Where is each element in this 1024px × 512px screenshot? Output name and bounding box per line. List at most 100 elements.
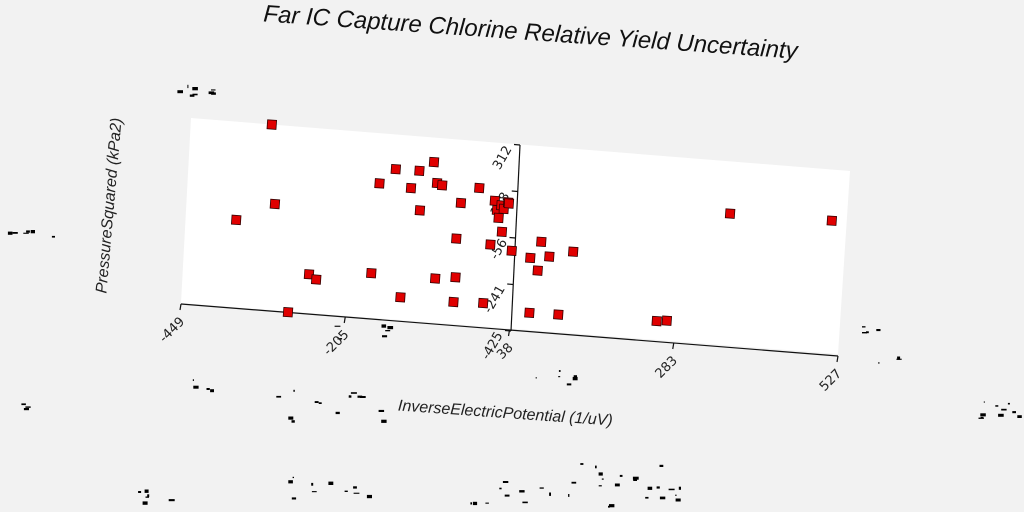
data-point-5 (310, 274, 322, 285)
x-tick-mark-0 (179, 303, 182, 311)
data-point-9 (395, 292, 406, 303)
noise-speck (614, 483, 620, 487)
noise-speck (472, 501, 478, 506)
noise-speck (51, 235, 55, 238)
noise-speck (1012, 411, 1016, 414)
noise-speck (192, 379, 194, 381)
noise-speck (350, 392, 357, 394)
data-point-21 (474, 182, 485, 194)
noise-speck (522, 501, 528, 504)
data-point-20 (455, 197, 467, 209)
x-tick-label-1: -205 (321, 327, 352, 358)
data-point-40 (651, 315, 662, 327)
noise-speck (334, 325, 341, 327)
noise-speck (675, 498, 681, 502)
data-point-6 (366, 267, 377, 279)
noise-speck (499, 487, 502, 490)
data-point-34 (524, 307, 535, 319)
noise-speck (288, 416, 294, 420)
noise-speck (206, 388, 210, 390)
noise-speck (609, 504, 615, 508)
noise-speck (568, 494, 570, 497)
noise-speck (387, 326, 394, 330)
data-point-41 (661, 315, 673, 326)
noise-speck (208, 91, 215, 95)
x-tick-mark-1 (343, 316, 346, 324)
noise-speck (566, 383, 572, 386)
data-point-43 (826, 215, 838, 226)
noise-speck (144, 489, 149, 493)
noise-speck (357, 395, 363, 398)
noise-speck (595, 465, 597, 469)
noise-speck (659, 464, 664, 467)
noise-speck (23, 232, 29, 234)
noise-speck (7, 231, 13, 235)
x-tick-mark-3 (672, 342, 675, 350)
noise-speck (192, 93, 198, 96)
data-point-31 (503, 198, 515, 209)
noise-speck (470, 502, 472, 505)
data-point-8 (390, 163, 402, 175)
noise-speck (288, 480, 293, 484)
noise-speck (878, 362, 880, 364)
noise-speck (862, 326, 866, 328)
noise-speck (382, 335, 388, 338)
noise-speck (1017, 415, 1022, 418)
noise-speck (580, 463, 584, 465)
noise-speck (598, 485, 602, 487)
noise-speck (897, 356, 901, 360)
noise-speck (535, 377, 537, 379)
noise-speck (192, 87, 198, 91)
noise-speck (980, 413, 986, 417)
data-point-28 (496, 226, 508, 238)
noise-speck (675, 494, 677, 496)
noise-speck (668, 488, 675, 491)
noise-speck (318, 402, 322, 404)
y-tick-mark-3 (511, 190, 518, 193)
y-tick-mark-1 (507, 283, 514, 286)
y-tick-mark-2 (509, 236, 516, 239)
noise-speck (147, 494, 150, 497)
data-point-38 (553, 309, 564, 320)
noise-speck (353, 486, 357, 489)
noise-speck (1001, 408, 1007, 411)
noise-speck (210, 389, 214, 393)
noise-speck (645, 496, 649, 499)
x-tick-label-4: 527 (817, 366, 845, 394)
x-axis-label: InverseElectricPotential (1/uV) (397, 398, 613, 430)
data-point-3 (282, 306, 294, 318)
data-point-15 (429, 273, 441, 284)
noise-speck (276, 395, 282, 398)
x-tick-label-0: -449 (157, 314, 188, 345)
noise-speck (145, 496, 149, 498)
data-points (230, 119, 838, 327)
noise-speck (291, 497, 297, 500)
noise-speck (187, 84, 189, 89)
noise-speck (502, 481, 509, 483)
data-point-2 (269, 198, 281, 210)
data-point-32 (506, 245, 517, 257)
noise-speck (539, 487, 544, 489)
noise-speck (211, 89, 216, 91)
noise-speck (142, 501, 148, 505)
noise-speck (381, 324, 387, 328)
noise-speck (366, 494, 372, 499)
chart-title: Far IC Capture Chlorine Relative Yield U… (263, 0, 801, 64)
noise-speck (558, 370, 561, 372)
noise-speck (348, 395, 352, 398)
noise-speck (656, 486, 660, 489)
noise-speck (876, 329, 881, 332)
noise-speck (293, 389, 295, 392)
noise-speck (571, 481, 577, 484)
data-point-12 (414, 205, 426, 216)
noise-speck (292, 476, 294, 479)
noise-speck (633, 478, 637, 481)
data-point-37 (544, 251, 555, 262)
noise-speck (344, 490, 348, 492)
y-tick-mark-4 (513, 143, 521, 146)
y-axis-label: PressureSquared (kPa2) (93, 117, 125, 294)
data-point-1 (266, 119, 278, 130)
noise-speck (30, 230, 35, 234)
noise-speck (572, 376, 578, 381)
